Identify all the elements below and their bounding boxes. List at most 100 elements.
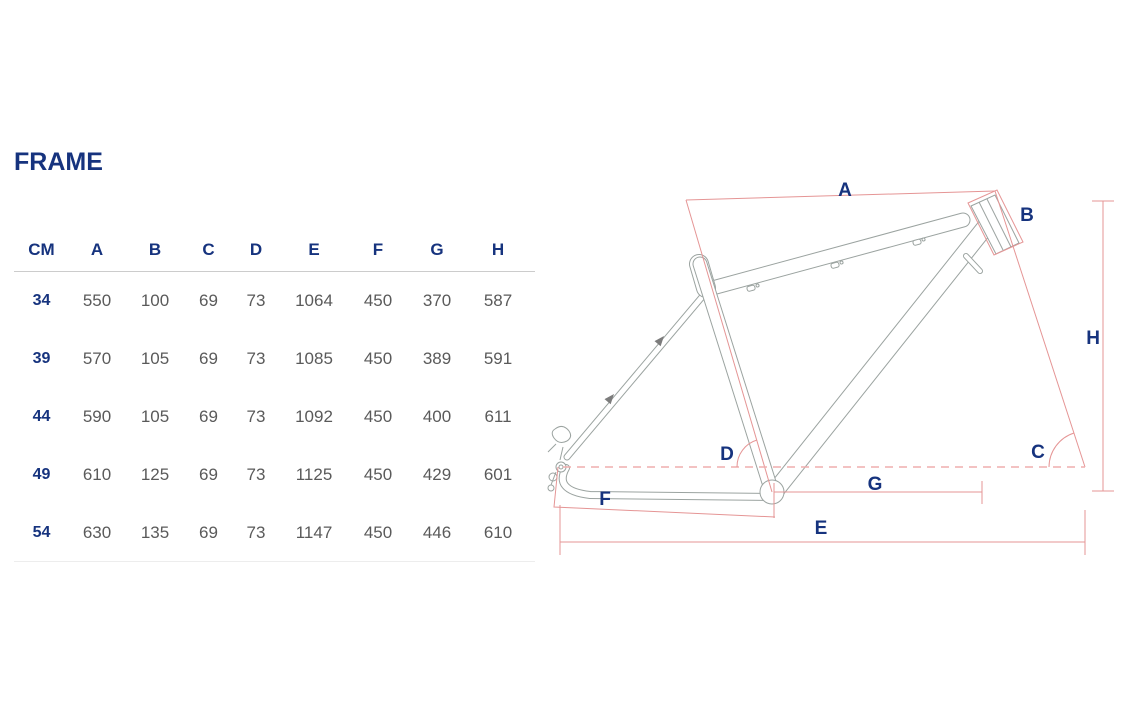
seat-tube-fill	[693, 257, 779, 499]
col-header-e: E	[308, 239, 320, 259]
head-tube-spacer-line	[978, 201, 1004, 251]
derailleur-pulley-lower	[547, 484, 555, 492]
cell-b: 125	[140, 465, 170, 484]
cell-f: 450	[363, 465, 393, 484]
cell-c: 69	[199, 522, 218, 542]
seat-tube-axis	[685, 199, 773, 493]
dim-box-b	[967, 189, 1024, 256]
cell-c: 69	[199, 291, 218, 310]
dim-label-f: F	[599, 489, 611, 510]
cell-e: 1064	[295, 291, 333, 310]
table-row: 54 630 135 69 73 1147 450 446 610	[14, 504, 535, 562]
table-row: 49 610 125 69 73 1125 450 429 601	[14, 446, 535, 504]
cell-c: 69	[199, 349, 218, 368]
col-header-a: A	[90, 239, 104, 259]
cell-b: 135	[140, 522, 170, 542]
col-header-f: F	[372, 239, 384, 259]
col-header-d: D	[249, 239, 263, 259]
cell-h: 601	[483, 465, 513, 484]
cell-b: 105	[140, 407, 170, 426]
dim-label-e: E	[815, 518, 828, 539]
cable-guide	[912, 237, 926, 246]
cell-a: 590	[82, 407, 112, 426]
cell-g: 389	[422, 349, 452, 368]
derailleur-body	[551, 425, 572, 443]
cell-a: 630	[82, 522, 112, 542]
dim-label-h: H	[1086, 328, 1100, 349]
cell-e: 1125	[295, 465, 333, 484]
dropout-tab	[547, 443, 557, 453]
head-tube-gusset-fill	[964, 254, 982, 273]
seat-stay-arrow	[654, 336, 664, 347]
dim-label-b: B	[1020, 205, 1034, 226]
head-angle-arc-c	[1048, 432, 1075, 468]
frame-table: CM A B C D E F G H 34 550 100 69 73 1064 450 370 587 39 57…	[14, 228, 535, 562]
dim-line-f	[553, 466, 776, 518]
cell-b: 100	[140, 291, 170, 310]
cell-f: 450	[363, 407, 393, 426]
cell-c: 69	[199, 407, 218, 426]
cell-size: 54	[32, 523, 51, 541]
table-header-row: CM A B C D E F G H	[14, 228, 535, 272]
table-row: 39 570 105 69 73 1085 450 389 591	[14, 330, 535, 388]
top-tube-fill	[698, 213, 970, 297]
cell-g: 429	[422, 465, 452, 484]
col-header-c: C	[202, 239, 215, 259]
cell-e: 1092	[295, 407, 333, 426]
cell-h: 591	[483, 349, 513, 368]
cell-d: 73	[246, 522, 266, 542]
dim-label-g: G	[868, 474, 883, 495]
cable-guide	[746, 283, 760, 292]
cell-d: 73	[246, 349, 266, 368]
cell-f: 450	[363, 522, 393, 542]
cell-f: 450	[363, 349, 393, 368]
cell-c: 69	[199, 465, 218, 484]
cell-h: 610	[483, 522, 513, 542]
cell-size: 44	[32, 408, 51, 425]
cell-d: 73	[246, 465, 266, 484]
cell-size: 49	[32, 466, 51, 483]
dimension-lines	[553, 189, 1114, 555]
cable-guide	[830, 260, 844, 269]
derailleur-cage	[550, 471, 557, 486]
derailleur-link	[559, 446, 564, 461]
table-row: 44 590 105 69 73 1092 450 400 611	[14, 388, 535, 446]
cell-e: 1147	[295, 522, 333, 542]
cell-a: 610	[82, 465, 112, 484]
down-tube-fill	[768, 217, 995, 498]
dim-label-c: C	[1031, 442, 1045, 463]
chain-stay-fill	[559, 465, 773, 500]
rear-dropout-derailleur	[547, 425, 572, 492]
cell-a: 550	[82, 291, 112, 310]
bike-frame-drawing	[547, 194, 1020, 505]
col-header-g: G	[430, 239, 444, 259]
cell-g: 370	[422, 291, 452, 310]
cell-g: 446	[422, 522, 452, 542]
dim-label-a: A	[838, 180, 852, 201]
seat-angle-arc-d	[736, 439, 758, 468]
dim-label-d: D	[720, 444, 734, 465]
col-header-b: B	[148, 239, 162, 259]
head-tube-axis	[994, 190, 1086, 468]
cell-g: 400	[422, 407, 452, 426]
cell-a: 570	[82, 349, 112, 368]
cell-f: 450	[363, 291, 393, 310]
col-header-cm: CM	[28, 239, 55, 259]
head-tube-spacer-line	[986, 198, 1012, 248]
col-header-h: H	[491, 239, 505, 259]
cell-b: 105	[140, 349, 170, 368]
seat-stay-fill	[564, 294, 705, 460]
cell-d: 73	[246, 407, 266, 426]
dimension-labels: A B C D E F G H	[599, 180, 1100, 539]
cell-h: 611	[484, 407, 512, 426]
table-row: 34 550 100 69 73 1064 450 370 587	[14, 272, 535, 330]
cell-d: 73	[246, 291, 266, 310]
cell-size: 34	[32, 292, 51, 309]
cell-size: 39	[32, 350, 51, 367]
cell-h: 587	[483, 291, 513, 310]
dim-line-a	[685, 190, 996, 201]
cell-e: 1085	[295, 349, 333, 368]
page-title: FRAME	[14, 148, 103, 176]
